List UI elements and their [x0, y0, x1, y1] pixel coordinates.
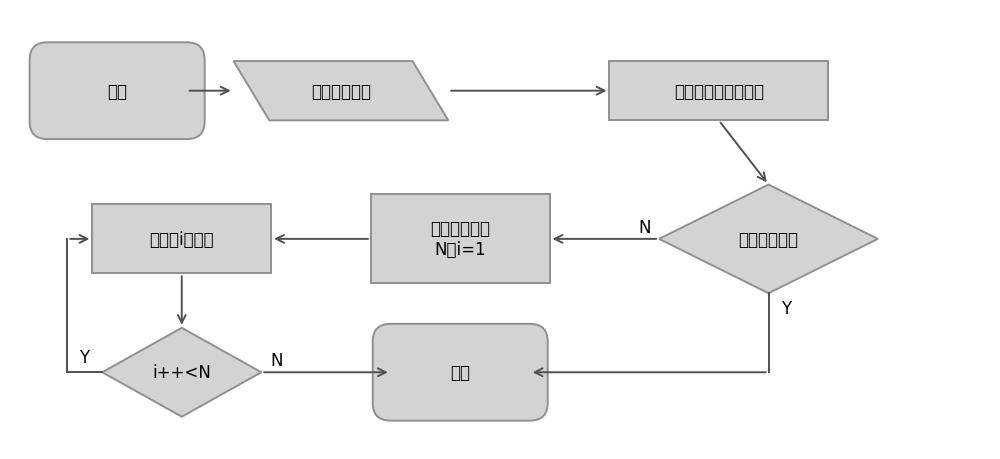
Bar	[609, 62, 828, 121]
Bar	[92, 205, 271, 274]
FancyBboxPatch shape	[373, 324, 548, 421]
Text: 检测图像中的外轮廓: 检测图像中的外轮廓	[674, 83, 764, 101]
Polygon shape	[659, 185, 878, 294]
Text: 输入二值图像: 输入二值图像	[311, 83, 371, 101]
Text: 开始: 开始	[107, 83, 127, 101]
Text: Y: Y	[79, 349, 89, 367]
FancyBboxPatch shape	[30, 43, 205, 140]
Polygon shape	[102, 328, 261, 417]
Text: Y: Y	[781, 299, 791, 317]
Text: 轮廓的个数为
N，i=1: 轮廓的个数为 N，i=1	[430, 220, 490, 259]
Polygon shape	[233, 62, 448, 121]
Text: N: N	[638, 218, 650, 236]
Bar	[371, 195, 550, 284]
Text: i++<N: i++<N	[152, 364, 211, 381]
Text: N: N	[270, 352, 283, 369]
Text: 结束: 结束	[450, 364, 470, 381]
Text: 轮廓图像为空: 轮廓图像为空	[739, 230, 799, 248]
Text: 填充第i个轮廓: 填充第i个轮廓	[149, 230, 214, 248]
